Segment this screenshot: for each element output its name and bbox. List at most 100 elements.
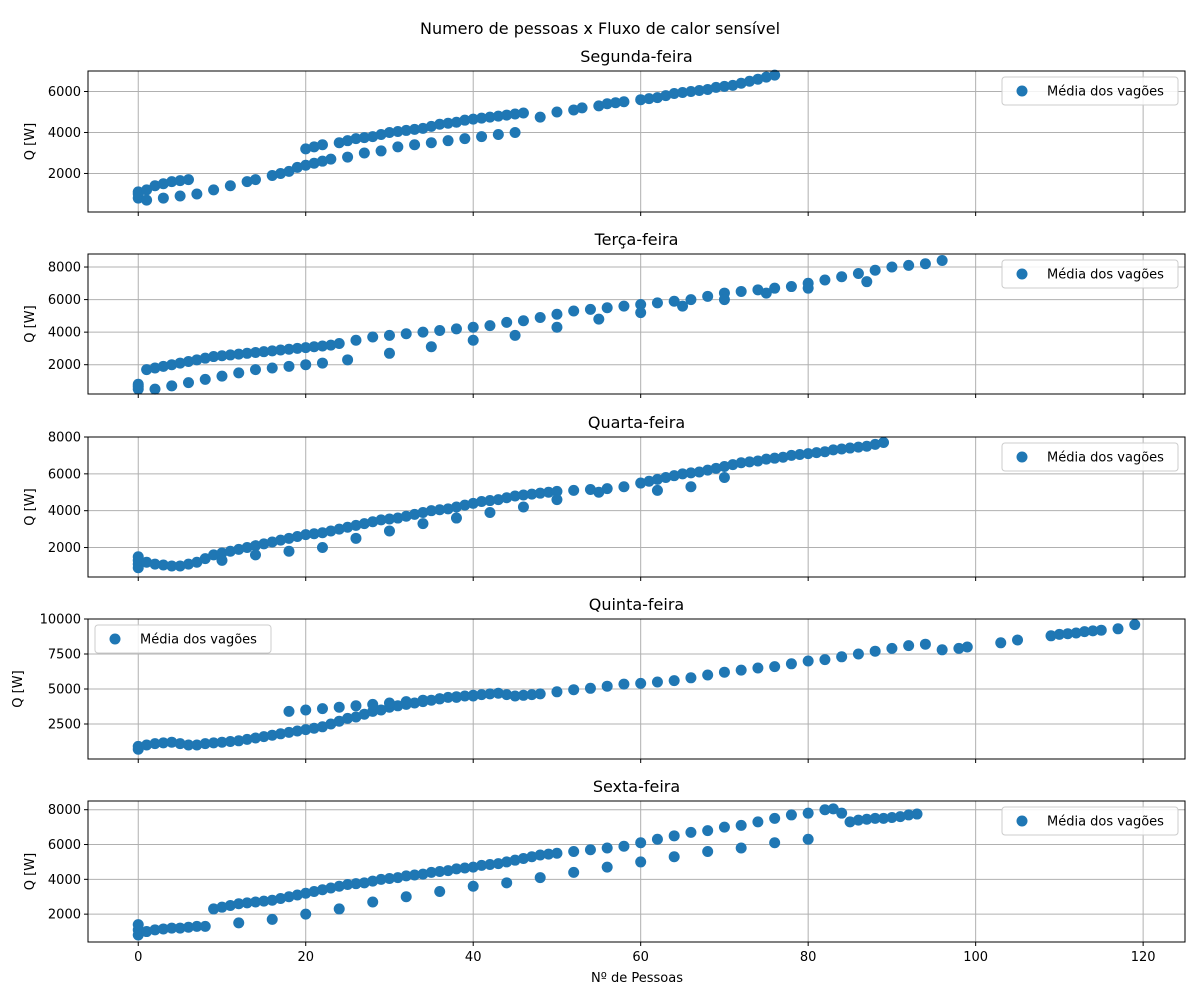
scatter-point <box>300 724 312 736</box>
y-tick-label: 4000 <box>48 873 81 888</box>
scatter-point <box>275 167 287 179</box>
scatter-point <box>861 276 873 288</box>
scatter-point <box>383 329 395 341</box>
y-tick-label: 7500 <box>48 648 81 663</box>
scatter-point <box>434 886 446 898</box>
scatter-point <box>509 108 521 120</box>
scatter-point <box>1045 630 1057 642</box>
scatter-point <box>283 891 295 903</box>
scatter-point <box>727 79 739 91</box>
scatter-point <box>643 93 655 105</box>
scatter-point <box>141 739 153 751</box>
scatter-point <box>492 494 504 506</box>
scatter-point <box>735 819 747 831</box>
scatter-point <box>208 903 220 915</box>
subplot-title: Segunda-feira <box>580 47 692 66</box>
scatter-point <box>358 708 370 720</box>
scatter-point <box>333 338 345 350</box>
scatter-point <box>182 377 194 389</box>
scatter-point <box>1095 624 1107 636</box>
scatter-point <box>132 740 144 752</box>
scatter-point <box>300 529 312 541</box>
scatter-point <box>425 505 437 517</box>
scatter-point <box>409 139 421 151</box>
scatter-point <box>333 903 345 915</box>
y-tick-label: 6000 <box>48 467 81 482</box>
scatter-point <box>517 489 529 501</box>
scatter-point <box>141 926 153 938</box>
scatter-point <box>635 307 647 319</box>
scatter-point <box>358 877 370 889</box>
scatter-point <box>476 495 488 507</box>
scatter-point <box>777 451 789 463</box>
scatter-point <box>383 697 395 709</box>
scatter-point <box>551 106 563 118</box>
subplot-1: Segunda-feira 2000 4000 6000 Q [W] Média dos … <box>23 47 1186 216</box>
scatter-point <box>584 844 596 856</box>
scatter-point <box>568 484 580 496</box>
scatter-point <box>785 281 797 293</box>
scatter-point <box>166 922 178 934</box>
scatter-point <box>785 809 797 821</box>
scatter-point <box>325 525 337 537</box>
scatter-point <box>417 868 429 880</box>
scatter-point <box>174 175 186 187</box>
scatter-point <box>241 897 253 909</box>
scatter-point <box>450 501 462 513</box>
scatter-point <box>208 184 220 196</box>
scatter-point <box>208 549 220 561</box>
scatter-point <box>752 284 764 296</box>
scatter-point <box>1087 625 1099 637</box>
scatter-point <box>869 812 881 824</box>
scatter-point <box>149 924 161 936</box>
scatter-point <box>718 80 730 92</box>
scatter-point <box>417 507 429 519</box>
scatter-point <box>1012 634 1024 646</box>
scatter-point <box>769 661 781 673</box>
scatter-point <box>333 523 345 535</box>
scatter-point <box>484 507 496 519</box>
scatter-point <box>1070 627 1082 639</box>
scatter-point <box>166 736 178 748</box>
scatter-point <box>434 118 446 130</box>
scatter-point <box>551 494 563 506</box>
scatter-point <box>258 895 270 907</box>
scatter-point <box>400 696 412 708</box>
scatter-point <box>300 159 312 171</box>
scatter-point <box>693 84 705 96</box>
scatter-point <box>258 731 270 743</box>
subplot-title: Quarta-feira <box>588 413 685 432</box>
legend-box <box>1001 76 1179 106</box>
legend-marker <box>109 633 121 645</box>
scatter-point <box>249 364 261 376</box>
x-tick-label: 0 <box>134 950 142 965</box>
scatter-point <box>442 865 454 877</box>
scatter-point <box>434 693 446 705</box>
scatter-point <box>342 354 354 366</box>
scatter-point <box>936 255 948 267</box>
scatter-point <box>476 112 488 124</box>
scatter-point <box>501 109 513 121</box>
scatter-point <box>643 475 655 487</box>
scatter-point <box>501 689 513 701</box>
scatter-point <box>308 886 320 898</box>
scatter-point <box>450 691 462 703</box>
scatter-point <box>233 543 245 555</box>
scatter-point <box>450 323 462 335</box>
scatter-point <box>744 75 756 87</box>
scatter-point <box>342 712 354 724</box>
scatter-point <box>551 485 563 497</box>
scatter-point <box>769 69 781 81</box>
scatter-point <box>216 736 228 748</box>
scatter-point <box>727 459 739 471</box>
scatter-point <box>685 672 697 684</box>
y-tick-label: 5000 <box>48 683 81 698</box>
scatter-point <box>300 359 312 371</box>
scatter-point <box>434 866 446 877</box>
scatter-point <box>844 816 856 828</box>
scatter-point <box>367 896 379 908</box>
scatter-point <box>501 877 513 889</box>
scatter-point <box>350 519 362 531</box>
scatter-point <box>894 811 906 823</box>
